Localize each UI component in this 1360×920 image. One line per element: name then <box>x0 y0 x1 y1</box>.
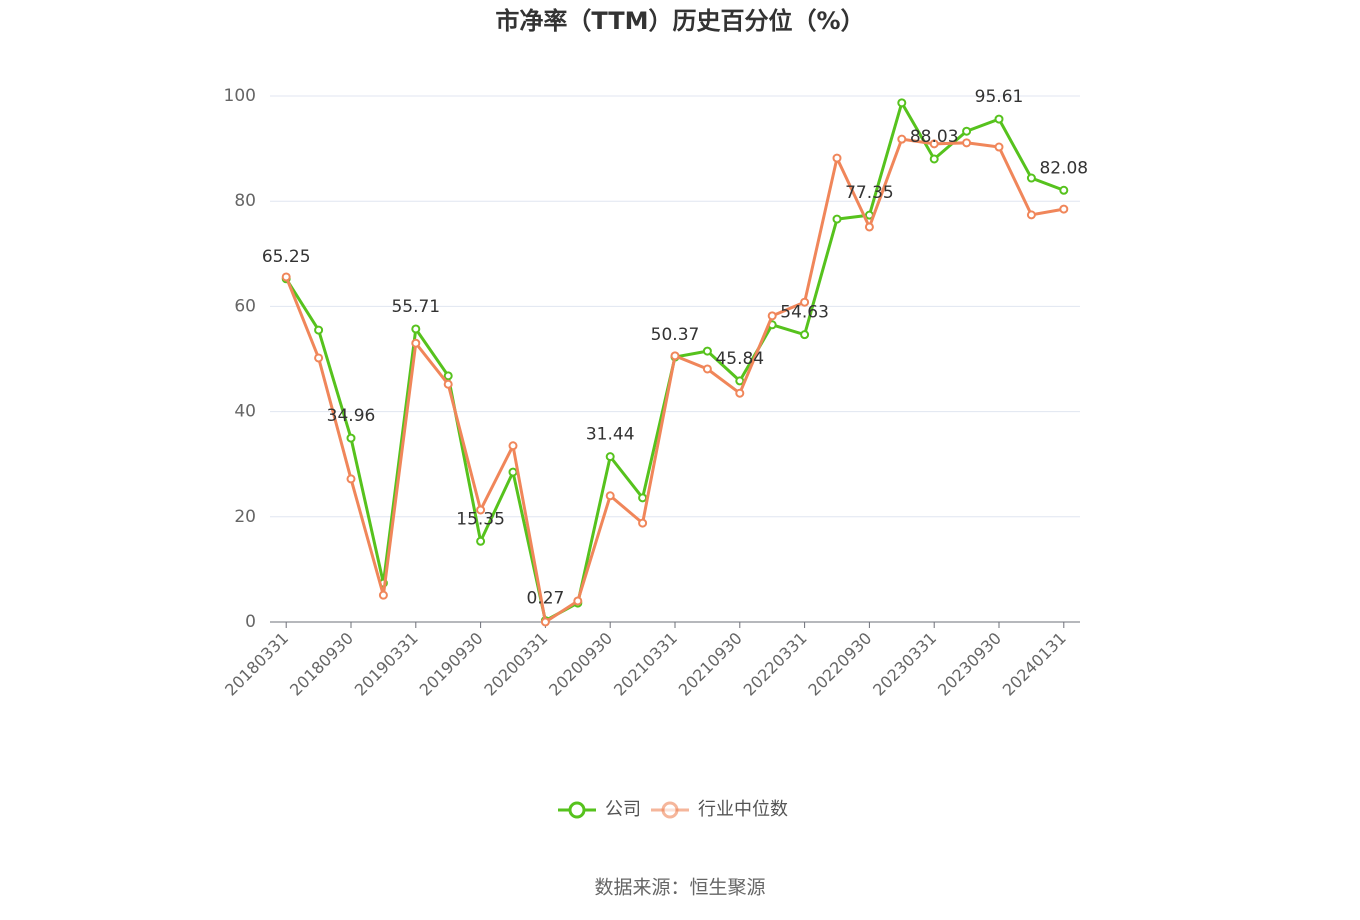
data-point <box>670 351 680 361</box>
x-tick-label: 20180331 <box>221 629 292 700</box>
data-point <box>929 139 939 149</box>
legend-marker <box>661 801 679 819</box>
data-point <box>378 590 388 600</box>
data-label: 54.63 <box>780 303 829 323</box>
data-point <box>702 346 712 356</box>
data-point <box>476 536 486 546</box>
data-point <box>605 491 615 501</box>
data-point <box>508 467 518 477</box>
series-line <box>284 137 1065 625</box>
data-point <box>540 617 550 627</box>
y-tick-label: 100 <box>224 86 256 106</box>
data-point <box>638 518 648 528</box>
data-point <box>476 505 486 515</box>
data-point <box>443 371 453 381</box>
legend-item[interactable]: 公司 <box>558 799 641 820</box>
data-point <box>864 222 874 232</box>
y-tick-label: 80 <box>234 191 256 211</box>
data-point <box>411 338 421 348</box>
data-point <box>994 114 1004 124</box>
data-point <box>735 376 745 386</box>
data-point <box>638 493 648 503</box>
x-tick-label: 20200930 <box>545 629 616 700</box>
data-point <box>508 441 518 451</box>
chart-title: 市净率（TTM）历史百分位（%） <box>495 7 864 35</box>
legend-item[interactable]: 行业中位数 <box>651 799 788 820</box>
x-tick-label: 20190930 <box>416 629 487 700</box>
data-point <box>800 297 810 307</box>
data-label: 88.03 <box>910 127 959 147</box>
data-point <box>962 138 972 148</box>
source-note: 数据来源：恒生聚源 <box>594 877 765 899</box>
data-point <box>994 142 1004 152</box>
x-tick-label: 20220331 <box>740 629 811 700</box>
x-tick-label: 20180930 <box>286 629 357 700</box>
data-label: 50.37 <box>651 325 700 345</box>
data-label: 55.71 <box>391 297 440 317</box>
x-tick-label: 20220930 <box>804 629 875 700</box>
x-tick-label: 20240131 <box>999 629 1070 700</box>
data-point <box>1059 204 1069 214</box>
data-point <box>800 330 810 340</box>
data-point <box>735 388 745 398</box>
x-tick-label: 20210930 <box>675 629 746 700</box>
data-point <box>897 134 907 144</box>
x-tick-label: 20190331 <box>351 629 422 700</box>
y-tick-label: 20 <box>234 507 256 527</box>
data-label: 95.61 <box>975 87 1024 107</box>
legend-marker <box>568 801 586 819</box>
data-point <box>605 452 615 462</box>
y-tick-label: 40 <box>234 402 256 422</box>
data-point <box>832 214 842 224</box>
data-point <box>832 153 842 163</box>
data-point <box>962 126 972 136</box>
data-label: 65.25 <box>262 247 311 267</box>
data-point <box>314 325 324 335</box>
data-label: 45.84 <box>715 349 764 369</box>
data-point <box>897 98 907 108</box>
data-point <box>929 154 939 164</box>
data-label: 34.96 <box>327 406 376 426</box>
data-point <box>573 596 583 606</box>
legend-label: 行业中位数 <box>698 799 788 820</box>
x-tick-label: 20200331 <box>480 629 551 700</box>
data-label: 0.27 <box>526 589 564 609</box>
data-point <box>346 433 356 443</box>
data-point <box>767 311 777 321</box>
data-label: 82.08 <box>1039 158 1088 178</box>
data-point <box>702 364 712 374</box>
y-tick-label: 0 <box>245 612 256 632</box>
data-point <box>443 379 453 389</box>
data-point <box>1026 173 1036 183</box>
data-label: 31.44 <box>586 425 635 445</box>
data-point <box>314 353 324 363</box>
data-point <box>281 272 291 282</box>
data-point <box>1026 210 1036 220</box>
y-tick-label: 60 <box>234 296 256 316</box>
x-tick-label: 20230331 <box>869 629 940 700</box>
x-tick-label: 20210331 <box>610 629 681 700</box>
data-point <box>346 474 356 484</box>
data-label: 77.35 <box>845 183 894 203</box>
data-label: 15.35 <box>456 509 505 529</box>
data-point <box>411 324 421 334</box>
data-point <box>1059 185 1069 195</box>
legend-label: 公司 <box>605 799 641 820</box>
x-tick-label: 20230930 <box>934 629 1005 700</box>
